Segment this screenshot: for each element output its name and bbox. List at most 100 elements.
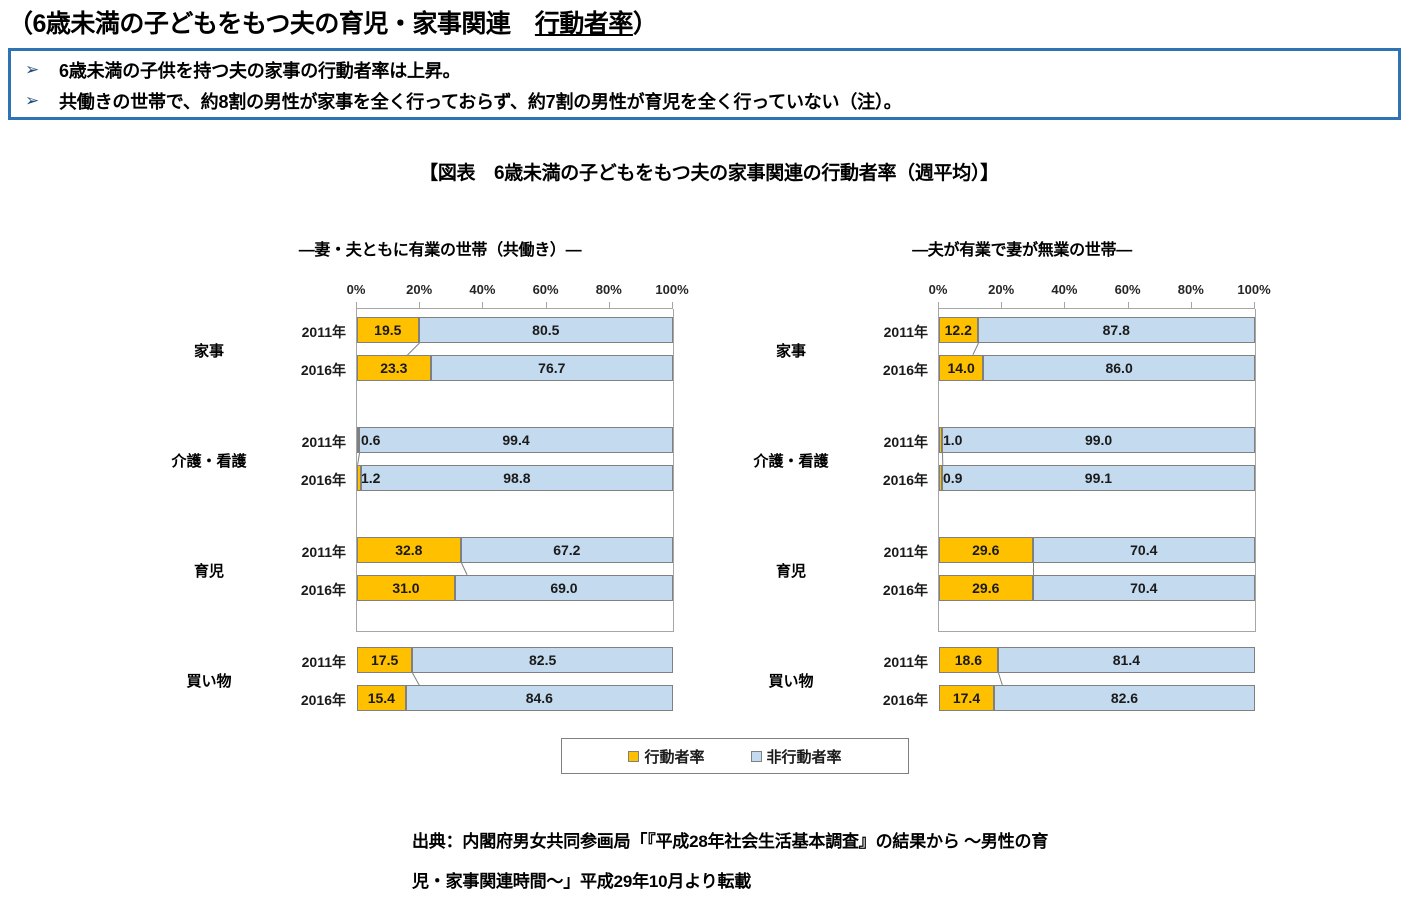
bar-value-label-active: 14.0 — [947, 360, 975, 376]
x-axis-tick — [1127, 302, 1129, 308]
page-title-suffix: ） — [632, 10, 658, 38]
bar-value-label-active: 23.3 — [380, 360, 408, 376]
source-line: 出典：内閣府男女共同参画局「『平成28年社会生活基本調査』の結果から ～男性の育 — [412, 832, 1049, 851]
page-title: （6歳未満の子どもをもつ夫の育児・家事関連 行動者率） — [8, 4, 658, 40]
bar-segment-active: 17.4 — [939, 685, 994, 711]
bar-row: 12.2 87.8 — [939, 317, 1255, 343]
bar-segment-active: 19.5 — [357, 317, 419, 343]
legend-label: 行動者率 — [644, 748, 705, 766]
bar-connector-line — [942, 452, 944, 466]
bar-value-label-inactive: 81.4 — [1112, 652, 1140, 668]
legend-swatch-icon — [628, 750, 640, 762]
year-label: 2016年 — [300, 362, 346, 378]
bar-value-label-inactive: 99.4 — [502, 432, 530, 448]
bar-segment-active: 1.0 — [939, 427, 962, 453]
bar-segment-active: 17.5 — [357, 647, 413, 673]
bar-segment-inactive: 67.2 — [460, 537, 673, 563]
plot-area: 19.5 80.5 23.3 76.7 0.6 99.4 1.2 98.8 32.8 67.2 31… — [356, 309, 674, 711]
summary-bullet-row: ➢ 6歳未満の子供を持つ夫の家事の行動者率は上昇。 — [11, 54, 1398, 85]
bullet-arrow-icon: ➢ — [25, 91, 40, 110]
x-axis-line — [356, 308, 673, 309]
bar-value-label-active: 0.9 — [943, 470, 963, 486]
year-label: 2011年 — [301, 544, 346, 560]
year-label: 2011年 — [883, 324, 928, 340]
year-label: 2011年 — [301, 434, 346, 450]
chart-subtitle: ―夫が有業で妻が無業の世帯― — [912, 242, 1132, 259]
x-axis-tick — [1190, 302, 1192, 308]
bar-segment-inactive: 99.4 — [359, 427, 673, 453]
bar-row: 32.8 67.2 — [357, 537, 673, 563]
bar-segment-active: 12.2 — [939, 317, 978, 343]
bar-value-label-active: 32.8 — [395, 542, 423, 558]
bar-segment-inactive: 84.6 — [405, 685, 673, 711]
year-label: 2016年 — [882, 582, 928, 598]
category-label: 家事 — [193, 343, 224, 360]
x-axis-tick-label: 0% — [346, 282, 366, 297]
bar-segment-active: 31.0 — [357, 575, 455, 601]
bar-segment-inactive: 70.4 — [1032, 575, 1255, 601]
bar-value-label-active: 17.4 — [952, 690, 981, 706]
category-label: 介護・看護 — [171, 453, 247, 470]
x-axis-tick-label: 60% — [1114, 282, 1141, 297]
bar-row: 17.4 82.6 — [939, 685, 1255, 711]
bar-value-label-active: 15.4 — [367, 690, 395, 706]
x-axis-tick — [672, 302, 673, 308]
x-axis-tick-label: 20% — [406, 282, 433, 297]
year-label: 2011年 — [883, 544, 928, 560]
bar-segment-active: 0.6 — [357, 427, 380, 453]
bar-value-label-inactive: 87.8 — [1102, 322, 1130, 338]
bar-value-label-inactive: 99.0 — [1084, 432, 1113, 448]
bar-value-label-active: 31.0 — [392, 580, 420, 596]
source-line: 児・家事関連時間～」平成29年10月より転載 — [412, 872, 752, 891]
bar-segment-inactive: 99.1 — [941, 465, 1255, 491]
x-axis-tick-label: 0% — [928, 282, 948, 297]
bar-row: 1.0 99.0 — [939, 427, 1255, 453]
bar-row: 15.4 84.6 — [357, 685, 673, 711]
bar-segment-inactive: 76.7 — [430, 355, 673, 381]
bar-value-label-active: 1.0 — [943, 432, 963, 448]
bar-connector-line — [412, 672, 420, 686]
x-axis-tick — [1001, 302, 1003, 308]
legend-item-active: 行動者率 — [628, 746, 705, 767]
bar-value-label-inactive: 99.1 — [1084, 470, 1113, 486]
bar-row: 0.9 99.1 — [939, 465, 1255, 491]
bar-value-label-inactive: 98.8 — [503, 470, 531, 486]
bar-segment-inactive: 80.5 — [418, 317, 673, 343]
bar-value-label-inactive: 82.5 — [529, 652, 557, 668]
page-title-prefix: （6歳未満の子どもをもつ夫の育児・家事関連 — [8, 10, 535, 38]
category-label: 買い物 — [768, 673, 814, 690]
bar-connector-line — [406, 342, 420, 356]
bar-row: 23.3 76.7 — [357, 355, 673, 381]
bar-connector-line — [997, 672, 1003, 686]
bar-connector-line — [971, 342, 979, 356]
bar-row: 14.0 86.0 — [939, 355, 1255, 381]
bar-value-label-inactive: 86.0 — [1105, 360, 1133, 376]
bar-row: 19.5 80.5 — [357, 317, 673, 343]
bar-connector-line — [460, 562, 468, 576]
x-axis-tick-label: 100% — [655, 282, 689, 297]
bar-segment-active: 23.3 — [357, 355, 431, 381]
bar-value-label-active: 29.6 — [972, 580, 1000, 596]
category-label: 買い物 — [186, 673, 232, 690]
bar-segment-inactive: 81.4 — [997, 647, 1255, 673]
bar-segment-inactive: 82.5 — [412, 647, 673, 673]
year-label: 2011年 — [883, 654, 928, 670]
bullet-arrow-icon: ➢ — [25, 60, 40, 79]
bar-segment-active: 29.6 — [939, 537, 1033, 563]
category-label: 家事 — [775, 343, 806, 360]
bar-segment-active: 0.9 — [939, 465, 962, 491]
x-axis-tick — [545, 302, 547, 308]
bar-segment-inactive: 70.4 — [1032, 537, 1255, 563]
legend-item-inactive: 非行動者率 — [750, 746, 842, 767]
year-label: 2011年 — [883, 434, 928, 450]
x-axis-tick-label: 80% — [1177, 282, 1204, 297]
x-axis-tick-label: 20% — [988, 282, 1015, 297]
bar-value-label-inactive: 84.6 — [525, 690, 553, 706]
bar-value-label-inactive: 80.5 — [532, 322, 560, 338]
year-label: 2016年 — [300, 582, 346, 598]
bar-value-label-active: 29.6 — [972, 542, 1000, 558]
chart-legend: 行動者率 非行動者率 — [561, 738, 909, 774]
figure-title: 【図表 6歳未満の子どもをもつ夫の家事関連の行動者率（週平均）】 — [419, 163, 999, 184]
bar-row: 0.6 99.4 — [357, 427, 673, 453]
bar-segment-inactive: 99.0 — [942, 427, 1255, 453]
